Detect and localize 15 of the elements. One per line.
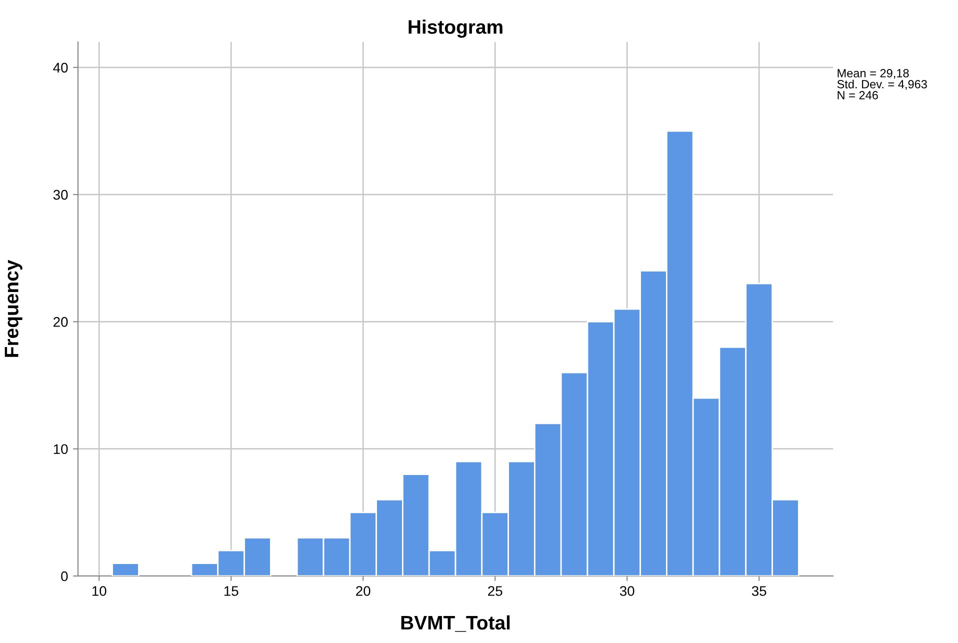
x-axis-title: BVMT_Total <box>401 615 510 632</box>
x-tick-label: 35 <box>752 586 766 596</box>
x-tick-label: 20 <box>356 586 370 596</box>
text: Mean = 29,18 Std. Dev. = 4,963 N = 246 <box>837 69 927 100</box>
y-tick-label: 40 <box>53 62 68 73</box>
y-tick-label: 30 <box>53 190 68 200</box>
chart-title: Histogram <box>408 20 502 38</box>
y-tick-label: 20 <box>54 317 68 327</box>
x-tick-label: 25 <box>488 586 502 596</box>
x-tick-label: 30 <box>620 586 634 596</box>
x-tick-label: 15 <box>224 586 238 596</box>
y-tick-label: 10 <box>54 444 68 454</box>
x-tick-label: 10 <box>92 586 106 596</box>
y-tick-label: 0 <box>61 571 68 582</box>
y-axis-title: Frequency <box>4 260 22 357</box>
